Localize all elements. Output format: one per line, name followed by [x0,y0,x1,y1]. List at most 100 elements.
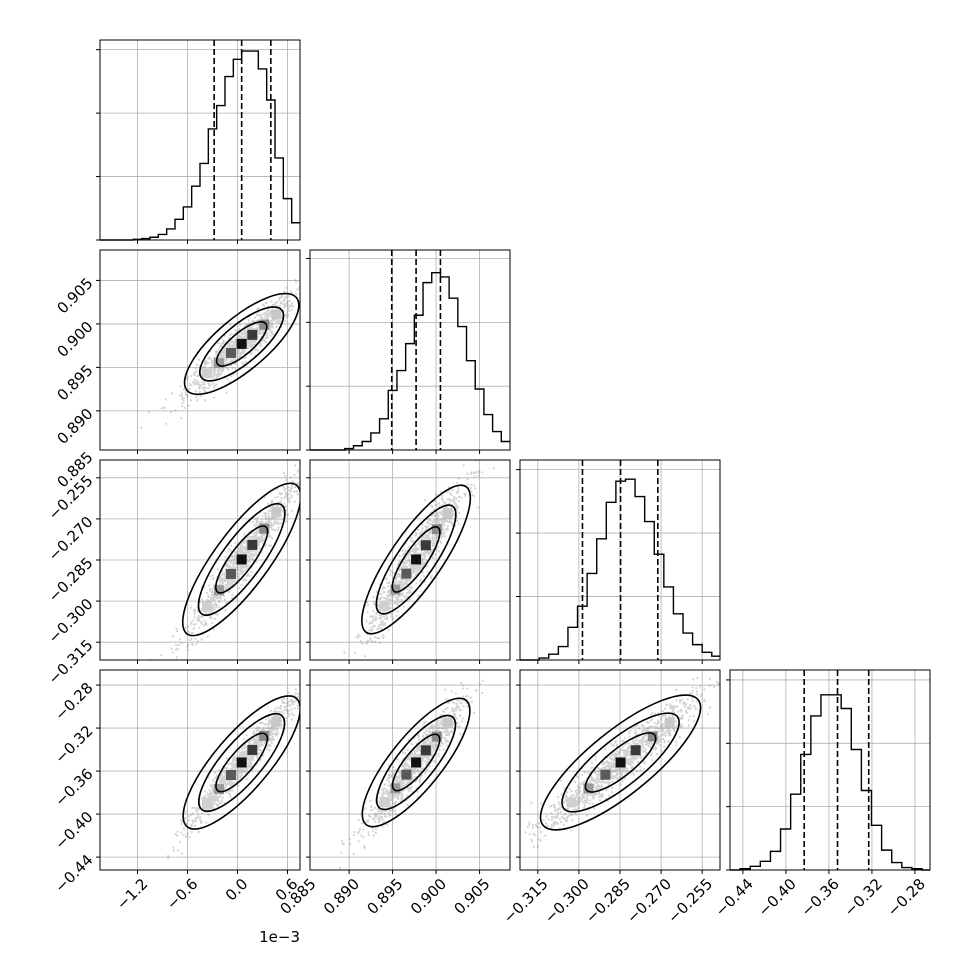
x-tick-label: 0.905 [450,875,493,918]
density-block [390,584,401,595]
x-tick-label: 0.890 [320,875,363,918]
scatter-cloud [150,464,300,660]
histogram-panel-1-1 [306,249,511,454]
scatter-points [338,679,484,869]
density-block [247,744,258,755]
density-block [247,329,258,340]
density-block [420,540,431,551]
density-block [226,769,236,780]
density-block [411,757,422,768]
contour-line [375,714,457,811]
axes-frame [729,669,931,871]
density-block [214,585,224,596]
density-block [647,731,658,742]
x-tick-label: −0.36 [798,875,843,920]
y-tick-label: −0.300 [45,595,97,647]
density-block [214,358,224,369]
density-block [214,784,224,795]
scatter-panel-3-2 [516,669,721,874]
contour-line [197,502,286,616]
density-block [401,769,412,780]
scatter-panel-1-0 [96,249,301,454]
contour-line [391,526,441,593]
y-tick-label: 0.895 [53,361,96,404]
density-block [236,554,247,565]
x-tick-label: −0.6 [163,875,201,913]
density-block [566,797,577,808]
y-tick-label: 0.900 [53,318,96,361]
contour-line [215,321,268,367]
axes-frame [309,249,511,451]
y-tick-label: −0.285 [45,554,97,606]
y-tick-label: −0.32 [51,722,96,767]
tick-labels: −1.2 −0.6 0.0 0.60.885 0.890 0.895 0.900 0.905−… [45,274,929,946]
contour-line [181,482,300,637]
contour-line [183,292,300,396]
x-tick-label: 0.895 [363,875,406,918]
contour-line [561,712,680,813]
axes-frame [309,669,511,871]
y-tick-label: −0.270 [45,513,97,565]
density-block [615,757,626,768]
histogram-panel-0-0 [96,39,301,244]
density-block [583,783,594,794]
scatter-cloud [140,278,300,429]
density-block [401,568,412,579]
density-block [259,730,270,741]
scatter-points [140,278,300,429]
density-block [411,554,422,565]
histogram-panel-2-2 [516,459,721,664]
density-block [431,731,442,742]
scatter-cloud [343,460,495,660]
density-block [202,798,212,809]
scatter-panel-2-1 [306,459,511,664]
x-offset-label: 1e−3 [259,928,300,946]
x-tick-label: −0.32 [841,875,886,920]
scatter-points [520,677,720,853]
x-tick-label: −0.40 [755,875,800,920]
contour-line [182,695,300,830]
axes-frame [99,669,301,871]
density-block [202,368,212,379]
x-tick-label: −0.255 [664,875,716,927]
density-block [271,507,282,518]
density-block [379,600,390,611]
density-block [226,568,236,579]
histogram-steps [520,478,720,661]
scatter-points [150,464,300,660]
density-block [442,508,453,519]
contour-line [361,697,471,828]
contour-line [539,694,702,831]
density-block [236,338,247,349]
contour-line [215,732,269,793]
histogram-panel-3-3 [726,669,931,874]
contour-line [584,732,657,793]
density-block [271,309,282,320]
scatter-panel-2-0 [96,459,301,664]
contour-line [215,525,269,594]
y-tick-label: −0.40 [51,808,96,853]
x-tick-label: −0.44 [712,875,757,920]
density-block [600,769,611,780]
density-block [259,319,270,330]
x-tick-label: 0.900 [407,875,450,918]
density-block [247,539,258,550]
axes-frame [99,459,301,661]
histogram-steps [730,694,930,871]
scatter-panel-3-1 [306,669,511,874]
histogram-steps [310,272,510,451]
x-tick-label: −0.28 [884,875,929,920]
density-block [226,347,236,358]
y-tick-label: 0.890 [53,405,96,448]
scatter-cloud [520,677,720,853]
density-block [202,601,212,612]
y-tick-label: −0.315 [45,636,97,688]
contour-line [375,504,457,615]
contour-line [361,484,472,635]
x-tick-label: −0.315 [500,875,552,927]
scatter-cloud [338,679,484,869]
density-block [630,745,641,756]
contour-line [391,733,441,792]
density-block [390,783,401,794]
x-tick-label: −1.2 [113,875,151,913]
